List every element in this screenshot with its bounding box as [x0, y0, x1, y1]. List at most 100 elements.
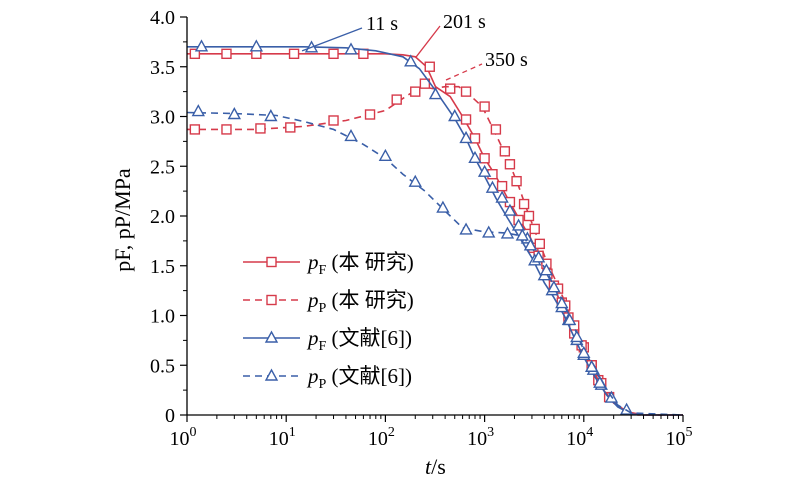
annotation-leader-201s — [414, 25, 441, 59]
data-point — [328, 115, 339, 126]
annotation-350s: 350 s — [485, 49, 528, 71]
series-line — [187, 85, 683, 416]
series-line — [187, 46, 683, 416]
data-point — [593, 375, 607, 388]
data-point — [479, 153, 490, 164]
legend-entry-4: pP (文献[6]) — [243, 364, 412, 392]
series-4 — [186, 104, 684, 416]
x-tick-label: 100 — [170, 425, 197, 450]
data-point — [460, 86, 472, 97]
data-point — [555, 296, 569, 309]
x-tick-label: 105 — [666, 425, 693, 450]
data-point — [408, 174, 422, 187]
data-point — [459, 130, 473, 144]
data-point — [424, 61, 435, 72]
data-point — [539, 263, 554, 276]
legend-marker — [266, 256, 277, 268]
data-point — [410, 86, 421, 97]
x-tick-label: 104 — [566, 425, 593, 450]
annotation-leader-350s — [445, 63, 483, 81]
data-point — [194, 39, 209, 52]
data-point — [285, 122, 296, 133]
data-point — [500, 226, 515, 239]
series-1 — [187, 48, 683, 416]
series-line — [187, 53, 683, 416]
data-point — [221, 48, 232, 60]
y-tick-label: 1.0 — [150, 306, 175, 328]
data-point — [547, 280, 561, 293]
data-point — [468, 150, 482, 163]
data-point — [534, 238, 545, 250]
legend-label: pP (文献[6]) — [306, 364, 412, 392]
data-point — [529, 223, 540, 235]
y-tick-label: 0.5 — [150, 355, 175, 377]
y-axis-title: pF, pP/MPa — [110, 168, 135, 272]
y-tick-label: 1.5 — [150, 256, 175, 278]
data-point — [499, 146, 511, 157]
data-point — [469, 133, 481, 144]
y-tick-label: 4.0 — [150, 7, 175, 29]
data-point — [391, 94, 402, 105]
data-point — [511, 218, 526, 231]
data-point — [364, 109, 376, 120]
data-point — [444, 83, 456, 94]
data-point — [490, 124, 502, 135]
data-point — [515, 228, 530, 241]
legend-entry-2: pP (本 研究) — [243, 288, 414, 316]
x-tick-label: 103 — [467, 425, 494, 450]
data-point — [477, 164, 492, 177]
data-point — [577, 345, 591, 359]
legend-label: pP (本 研究) — [306, 288, 414, 316]
data-point — [344, 128, 358, 142]
series-line — [186, 111, 684, 416]
data-point — [570, 329, 584, 343]
data-point — [448, 109, 462, 122]
series-3 — [187, 39, 683, 416]
data-point — [518, 198, 530, 210]
data-point — [378, 148, 393, 162]
axes: 0 0.5 1.0 1.5 2.0 2.5 3.0 3.5 4.0 100 101 102 103 104… — [110, 7, 693, 479]
data-point — [428, 87, 443, 100]
data-point — [255, 123, 266, 134]
data-point — [496, 180, 508, 192]
data-point — [523, 210, 535, 222]
data-point — [511, 175, 522, 187]
legend-label: pF (本 研究) — [306, 250, 414, 278]
y-tick-label: 0 — [165, 405, 175, 427]
data-point — [191, 104, 205, 117]
data-point — [404, 54, 418, 67]
legend-entry-1: pF (本 研究) — [243, 250, 414, 278]
x-tick-label: 102 — [368, 425, 395, 450]
data-point — [568, 320, 580, 331]
x-axis-title: t/s — [425, 454, 446, 479]
legend-marker — [264, 330, 279, 343]
data-point — [504, 159, 516, 170]
legend-entry-3: pF (文献[6]) — [243, 326, 412, 354]
data-point — [189, 124, 201, 135]
data-point — [460, 114, 472, 125]
data-point — [419, 78, 431, 89]
annotations: 11 s 201 s 350 s — [301, 11, 528, 81]
data-point — [288, 48, 300, 60]
y-tick-label: 3.5 — [150, 57, 175, 79]
data-point — [328, 48, 339, 60]
y-tick-label: 2.0 — [150, 206, 175, 228]
data-point — [584, 359, 599, 372]
series-2 — [187, 78, 683, 416]
data-point — [344, 42, 358, 55]
annotation-leader-11s — [301, 27, 363, 52]
data-point — [189, 48, 201, 60]
y-tick-label: 2.5 — [150, 156, 175, 178]
legend-label: pF (文献[6]) — [306, 326, 412, 354]
plot-area — [186, 39, 684, 416]
legend-marker — [264, 368, 279, 381]
data-point — [227, 107, 242, 120]
data-point — [562, 313, 577, 326]
y-tick-label: 3.0 — [150, 107, 175, 129]
data-point — [531, 250, 546, 263]
data-point — [221, 124, 232, 135]
data-point — [482, 225, 496, 238]
annotation-201s: 201 s — [443, 11, 486, 33]
data-point — [495, 190, 509, 203]
